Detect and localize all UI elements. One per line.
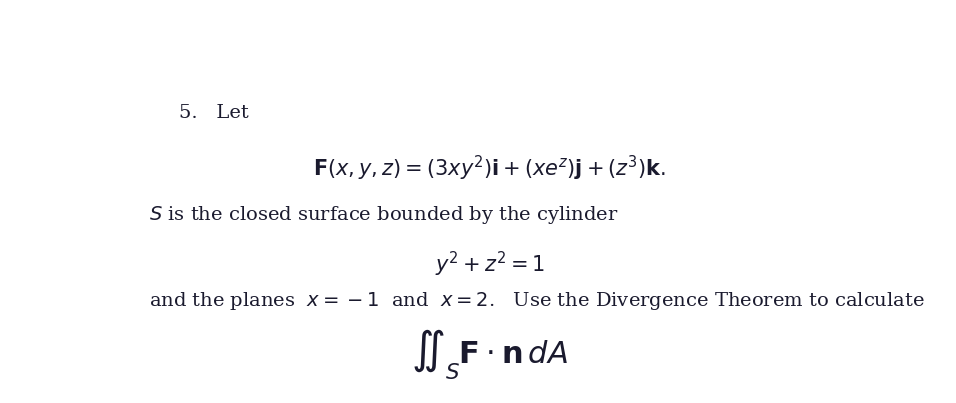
Text: $\mathbf{F}(x, y, z) = (3xy^2)\mathbf{i} + (xe^z)\mathbf{j} + (z^3)\mathbf{k}.$: $\mathbf{F}(x, y, z) = (3xy^2)\mathbf{i}… [314,154,666,183]
Text: $S$ is the closed surface bounded by the cylinder: $S$ is the closed surface bounded by the… [149,204,619,226]
Text: $y^2 + z^2 = 1$: $y^2 + z^2 = 1$ [435,250,545,279]
Text: 5.   Let: 5. Let [179,104,249,122]
Text: and the planes  $x = -1$  and  $x = 2$.   Use the Divergence Theorem to calculat: and the planes $x = -1$ and $x = 2$. Use… [149,291,924,312]
Text: $\iint_S \mathbf{F} \cdot \mathbf{n}\, dA$: $\iint_S \mathbf{F} \cdot \mathbf{n}\, d… [411,328,569,382]
